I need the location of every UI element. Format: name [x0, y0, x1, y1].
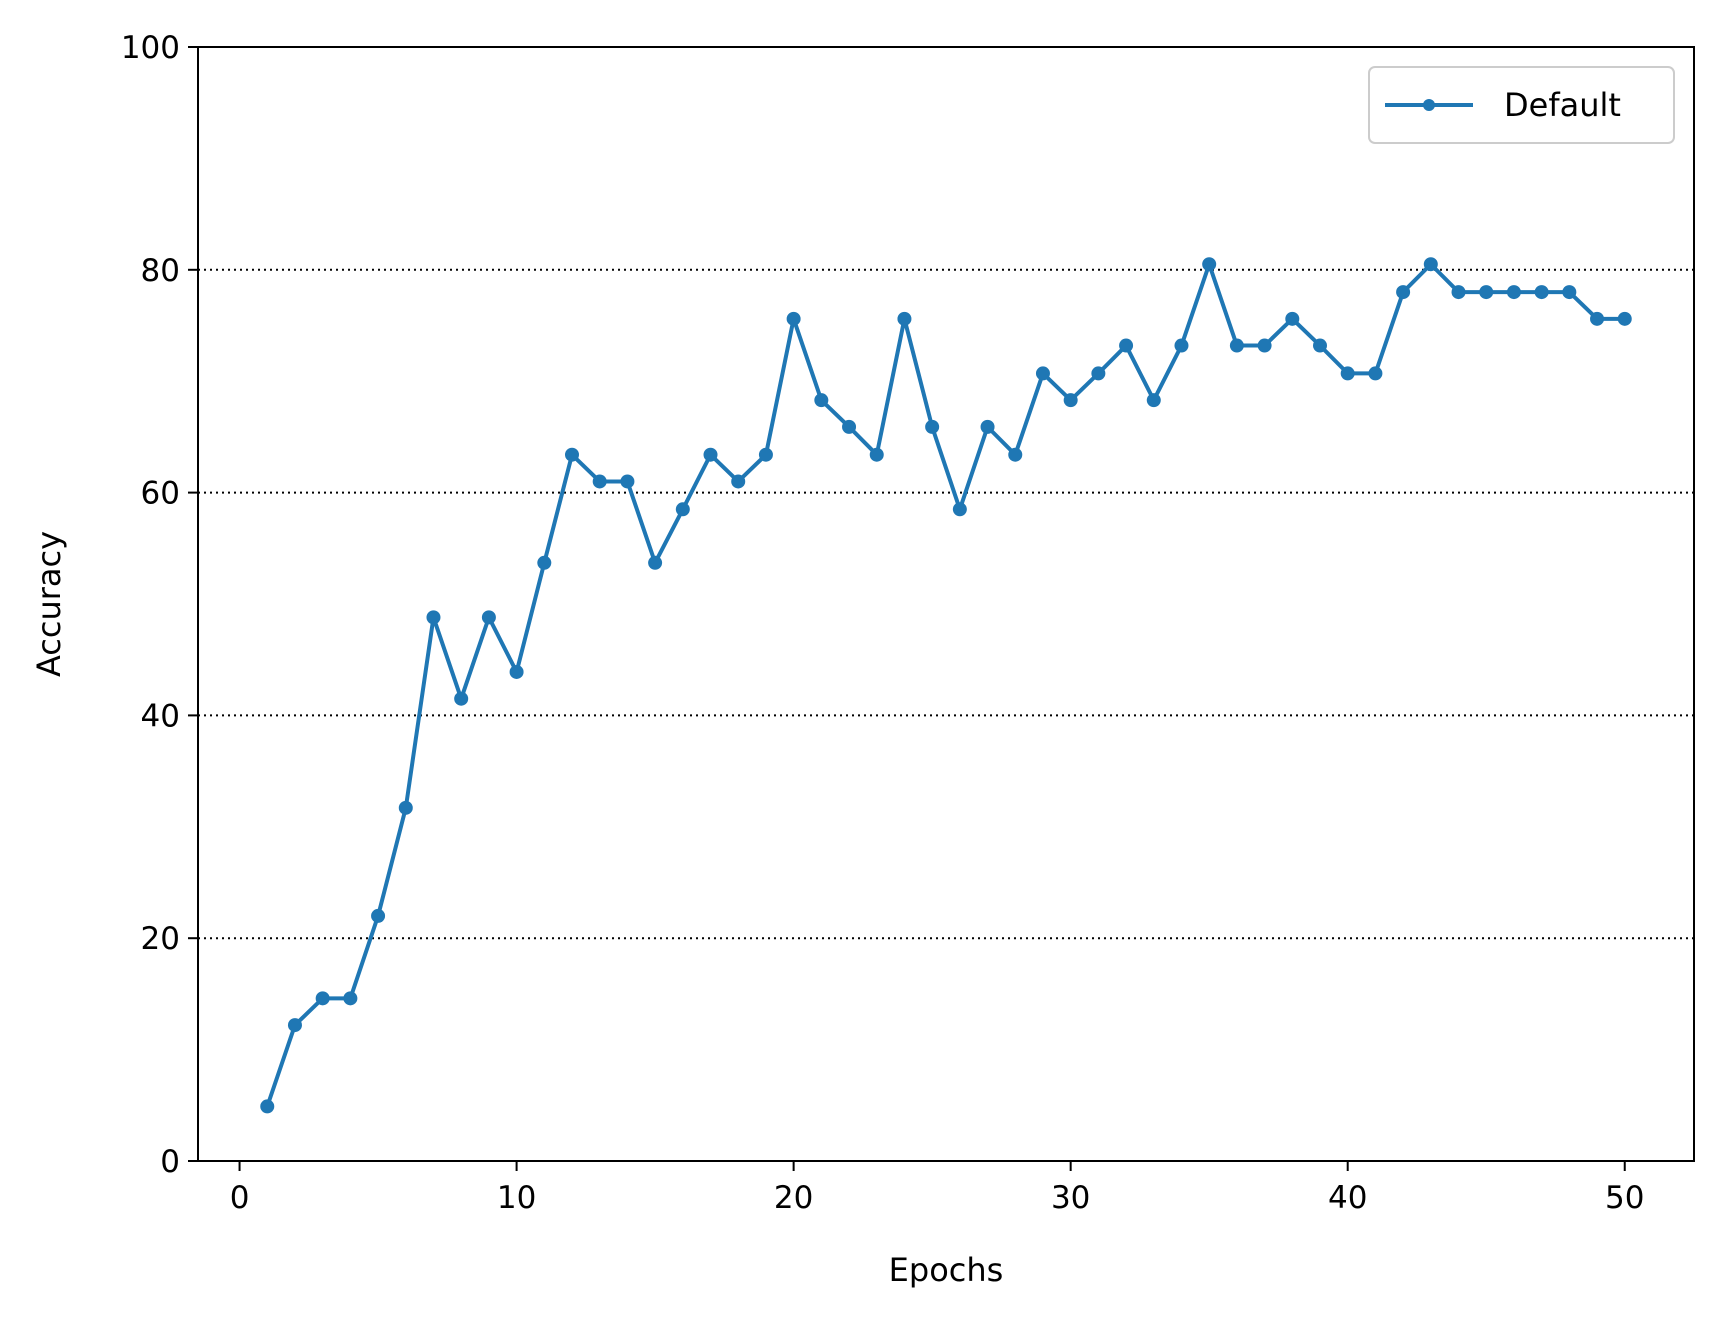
- data-point: [481, 610, 496, 625]
- legend-marker-swatch: [1423, 99, 1435, 111]
- data-point: [842, 419, 857, 434]
- data-point: [980, 419, 995, 434]
- data-point: [509, 664, 524, 679]
- x-tick-label: 10: [497, 1180, 536, 1216]
- data-point: [1534, 285, 1549, 300]
- data-point: [1479, 285, 1494, 300]
- data-point: [1119, 338, 1134, 353]
- data-point: [925, 419, 940, 434]
- series-layer: [260, 257, 1632, 1114]
- data-point: [1035, 366, 1050, 381]
- data-point: [1396, 285, 1411, 300]
- data-point: [1562, 285, 1577, 300]
- data-point: [343, 991, 358, 1006]
- y-axis: 0 20 40 60 80 100: [121, 30, 198, 1180]
- x-axis-label: Epochs: [889, 1251, 1004, 1289]
- data-point: [786, 311, 801, 326]
- y-axis-label: Accuracy: [30, 531, 68, 677]
- data-point: [869, 447, 884, 462]
- y-tick-label: 100: [121, 30, 180, 66]
- y-tick-label: 0: [160, 1144, 180, 1180]
- data-point: [952, 502, 967, 517]
- series-line-default: [265, 262, 1625, 1108]
- y-tick-label: 60: [141, 476, 180, 512]
- data-point: [703, 447, 718, 462]
- x-tick-label: 30: [1051, 1180, 1090, 1216]
- data-point: [426, 610, 441, 625]
- data-point: [315, 991, 330, 1006]
- data-point: [758, 447, 773, 462]
- data-point: [1146, 393, 1161, 408]
- x-axis: 0 10 20 30 40 50: [230, 1161, 1644, 1216]
- x-tick-label: 20: [774, 1180, 813, 1216]
- data-point: [675, 502, 690, 517]
- data-point: [648, 555, 663, 570]
- data-point: [1091, 366, 1106, 381]
- data-point: [371, 908, 386, 923]
- data-point: [592, 474, 607, 489]
- legend: Default: [1368, 66, 1675, 144]
- data-point: [1202, 257, 1217, 272]
- data-point: [1313, 338, 1327, 353]
- x-tick-label: 0: [230, 1180, 250, 1216]
- data-point: [1008, 447, 1023, 462]
- data-point: [537, 555, 552, 570]
- data-point: [287, 1018, 302, 1033]
- data-point: [260, 1099, 275, 1114]
- data-point: [1063, 393, 1078, 408]
- data-point: [731, 474, 746, 489]
- legend-box: [1368, 66, 1675, 144]
- data-point: [565, 447, 579, 462]
- data-point: [1368, 366, 1383, 381]
- data-point: [897, 311, 912, 326]
- data-point: [1229, 338, 1244, 353]
- data-point: [1257, 338, 1272, 353]
- data-point: [1340, 366, 1355, 381]
- y-tick-label: 80: [141, 253, 180, 289]
- data-point: [1590, 311, 1605, 326]
- data-point: [1617, 311, 1632, 326]
- data-point: [398, 800, 413, 815]
- plot-area-frame: [197, 46, 1695, 1162]
- data-point: [454, 691, 469, 706]
- data-point: [620, 474, 635, 489]
- data-point: [1451, 285, 1466, 300]
- x-tick-label: 50: [1605, 1180, 1644, 1216]
- data-point: [814, 393, 829, 408]
- data-point: [1506, 285, 1521, 300]
- y-tick-label: 40: [141, 698, 180, 734]
- data-point: [1174, 338, 1189, 353]
- legend-entry-default: Default: [1504, 86, 1621, 124]
- data-point: [1423, 257, 1438, 272]
- y-tick-label: 20: [141, 921, 180, 957]
- x-tick-label: 40: [1328, 1180, 1367, 1216]
- data-point: [1285, 311, 1300, 326]
